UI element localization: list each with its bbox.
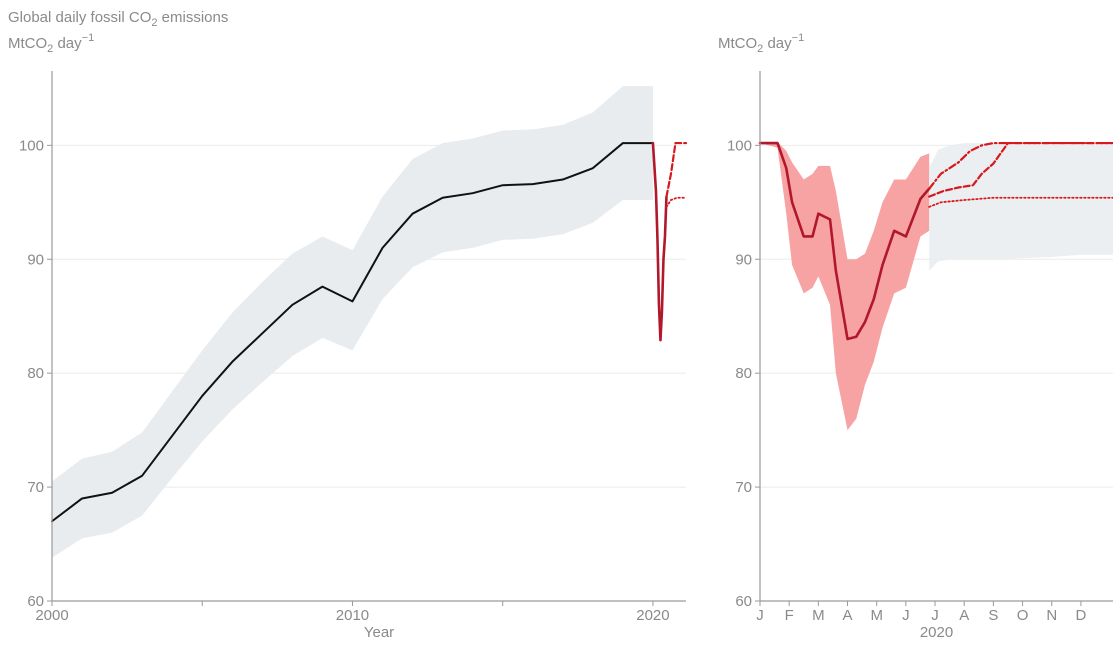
series-line-red-line <box>651 141 668 342</box>
y-tick-label: 90 <box>735 251 752 268</box>
figure-title: Global daily fossil CO2 emissions <box>8 9 228 29</box>
left-unit-label: MtCO2 day−1 <box>8 32 94 55</box>
x-tick-label: J <box>756 607 764 624</box>
unit-b: day <box>53 35 82 52</box>
y-tick-label: 90 <box>27 251 44 268</box>
title-sub: 2 <box>151 17 157 29</box>
x-tick-label: J <box>931 607 939 624</box>
uncertainty-band-red <box>760 141 930 431</box>
x-tick-label: D <box>1075 607 1086 624</box>
series-line-red-dash <box>665 141 688 198</box>
y-tick-label: 60 <box>27 593 44 610</box>
x-tick-label: J <box>902 607 910 624</box>
x-tick-label: M <box>870 607 883 624</box>
svg-text:MtCO2 day−1: MtCO2 day−1 <box>8 32 94 55</box>
title-tail: emissions <box>158 9 229 26</box>
y-tick-label: 100 <box>727 137 752 154</box>
y-tick-label: 60 <box>735 593 752 610</box>
series-line-red-line <box>758 141 931 341</box>
unit-b: day <box>763 35 792 52</box>
unit-a: MtCO <box>718 35 757 52</box>
unit-a: MtCO <box>8 35 47 52</box>
uncertainty-band <box>929 143 1113 271</box>
uncertainty-band <box>52 86 653 558</box>
right-unit-label: MtCO2 day−1 <box>718 32 804 55</box>
series-line-line <box>51 142 654 523</box>
x-tick-label: S <box>988 607 998 624</box>
x-tick-label: N <box>1046 607 1057 624</box>
y-tick-label: 70 <box>735 479 752 496</box>
series-line-red-dash <box>928 141 1113 198</box>
x-tick-label: A <box>843 607 853 624</box>
x-axis-title: Year <box>364 624 394 641</box>
series-line-red-dot <box>665 196 687 208</box>
unit-sub: 2 <box>757 43 763 55</box>
x-tick-label: A <box>959 607 969 624</box>
unit-sup: −1 <box>792 32 805 44</box>
y-tick-label: 100 <box>19 137 44 154</box>
left-panel-annual: 60 70 80 90 100 2000 2010 2020 Year <box>19 71 688 641</box>
series-line-red-dot <box>928 196 1113 208</box>
title-main: Global daily fossil CO <box>8 9 151 26</box>
x-tick-label: 2020 <box>636 607 669 624</box>
y-tick-label: 80 <box>27 365 44 382</box>
x-tick-label: 2010 <box>336 607 369 624</box>
x-axis-title: 2020 <box>920 624 953 641</box>
y-tick-label: 80 <box>735 365 752 382</box>
svg-text:Global daily fossil CO2 emissi: Global daily fossil CO2 emissions <box>8 9 228 29</box>
x-tick-label: O <box>1017 607 1029 624</box>
unit-sub: 2 <box>47 43 53 55</box>
svg-text:MtCO2 day−1: MtCO2 day−1 <box>718 32 804 55</box>
x-tick-label: M <box>812 607 825 624</box>
x-tick-label: 2000 <box>35 607 68 624</box>
y-tick-label: 70 <box>27 479 44 496</box>
x-tick-label: F <box>785 607 794 624</box>
unit-sup: −1 <box>82 32 95 44</box>
